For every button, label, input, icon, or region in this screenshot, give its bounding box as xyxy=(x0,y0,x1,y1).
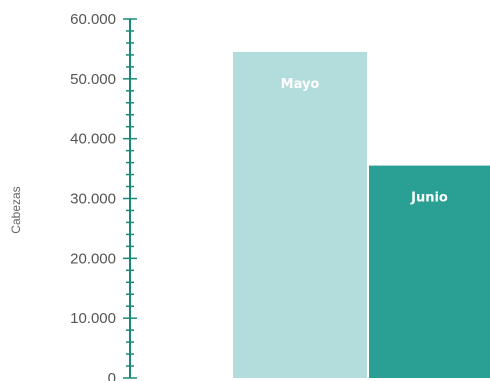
y-tick-label: 10.000 xyxy=(70,310,116,327)
y-axis-title: Cabezas xyxy=(9,186,23,233)
y-tick-label: 30.000 xyxy=(70,191,116,208)
bar-junio xyxy=(369,165,490,378)
bars: Mayo Junio xyxy=(233,51,490,379)
y-tick-label: 0 xyxy=(108,370,116,381)
y-tick-label: 20.000 xyxy=(70,250,116,267)
bar-label-junio: Junio xyxy=(410,191,448,206)
y-tick-label: 50.000 xyxy=(70,71,116,88)
bar-label-mayo: Mayo xyxy=(281,77,320,92)
bar-mayo xyxy=(233,51,367,379)
y-tick-label: 40.000 xyxy=(70,131,116,148)
y-axis: 0 10.000 20.000 30.000 40.000 50.000 60.000 xyxy=(70,11,137,381)
y-tick-label: 60.000 xyxy=(70,11,116,28)
